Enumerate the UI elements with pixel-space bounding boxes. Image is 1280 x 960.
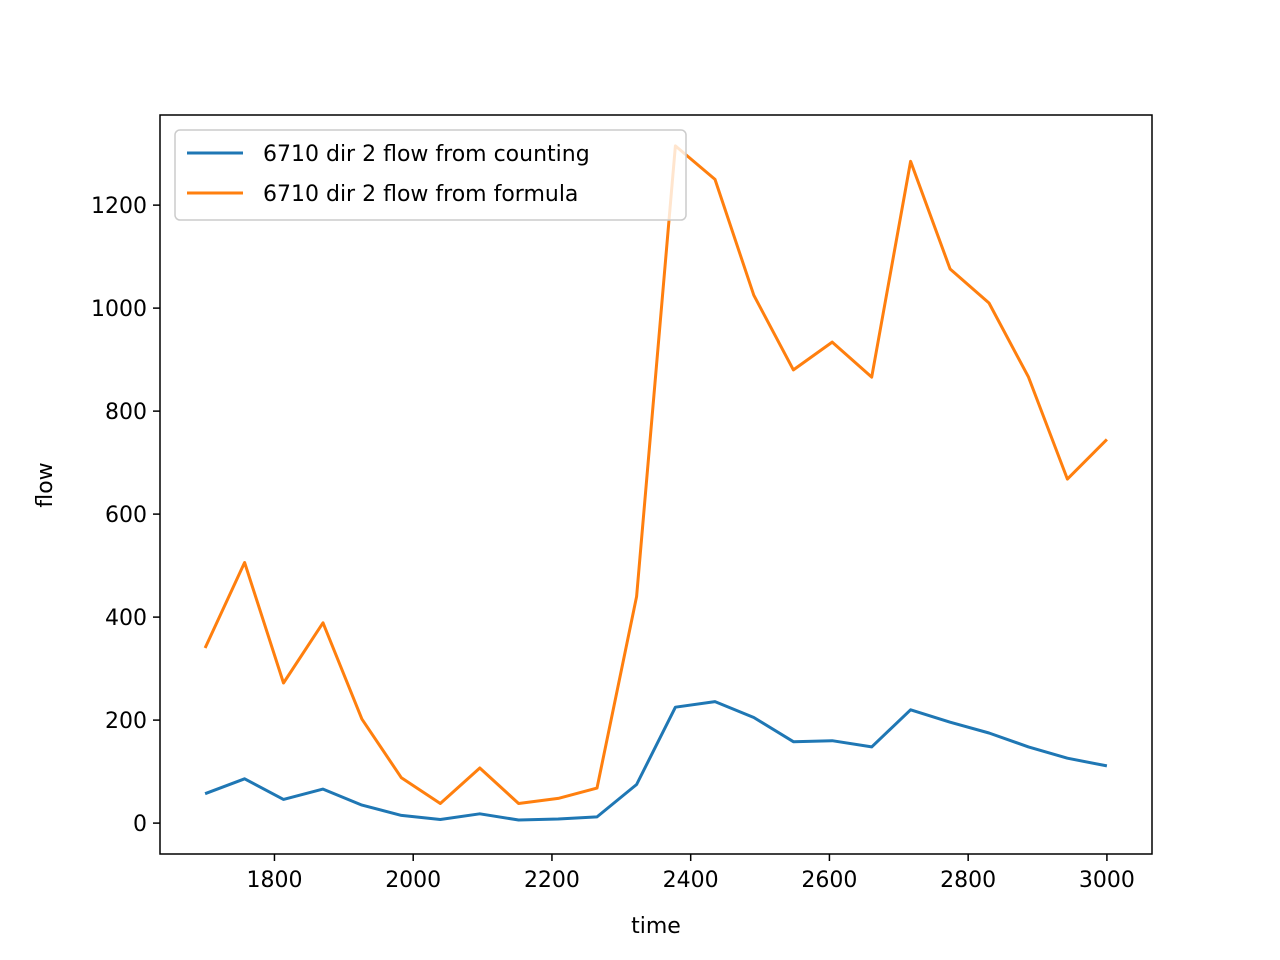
y-tick-label: 600: [105, 503, 147, 528]
legend: 6710 dir 2 flow from counting 6710 dir 2…: [174, 129, 687, 221]
x-tick-label: 2400: [663, 868, 719, 893]
legend-box: [174, 129, 687, 221]
x-tick-label: 2200: [524, 868, 580, 893]
x-tick-label: 2800: [940, 868, 996, 893]
y-tick-label: 200: [105, 709, 147, 734]
y-tick-label: 1000: [91, 297, 147, 322]
legend-label-formula: 6710 dir 2 flow from formula: [263, 182, 578, 207]
y-axis-ticks: 0 200 400 600 800 1000 1200: [91, 194, 160, 837]
x-tick-label: 3000: [1079, 868, 1135, 893]
series-line-0: [204, 700, 1108, 822]
y-tick-label: 0: [133, 812, 147, 837]
x-tick-label: 2600: [801, 868, 857, 893]
x-axis-ticks: 1800 2000 2200 2400 2600 2800 3000: [246, 854, 1135, 893]
y-tick-label: 400: [105, 606, 147, 631]
plot-lines: [203, 144, 1108, 822]
x-tick-label: 2000: [385, 868, 441, 893]
x-axis-label: time: [631, 914, 681, 939]
x-tick-label: 1800: [246, 868, 302, 893]
y-tick-label: 800: [105, 400, 147, 425]
legend-label-counting: 6710 dir 2 flow from counting: [263, 142, 590, 167]
y-tick-label: 1200: [91, 194, 147, 219]
y-axis-label: flow: [33, 462, 58, 507]
axes-frame: [159, 114, 1153, 855]
series-line-1: [203, 144, 1108, 805]
